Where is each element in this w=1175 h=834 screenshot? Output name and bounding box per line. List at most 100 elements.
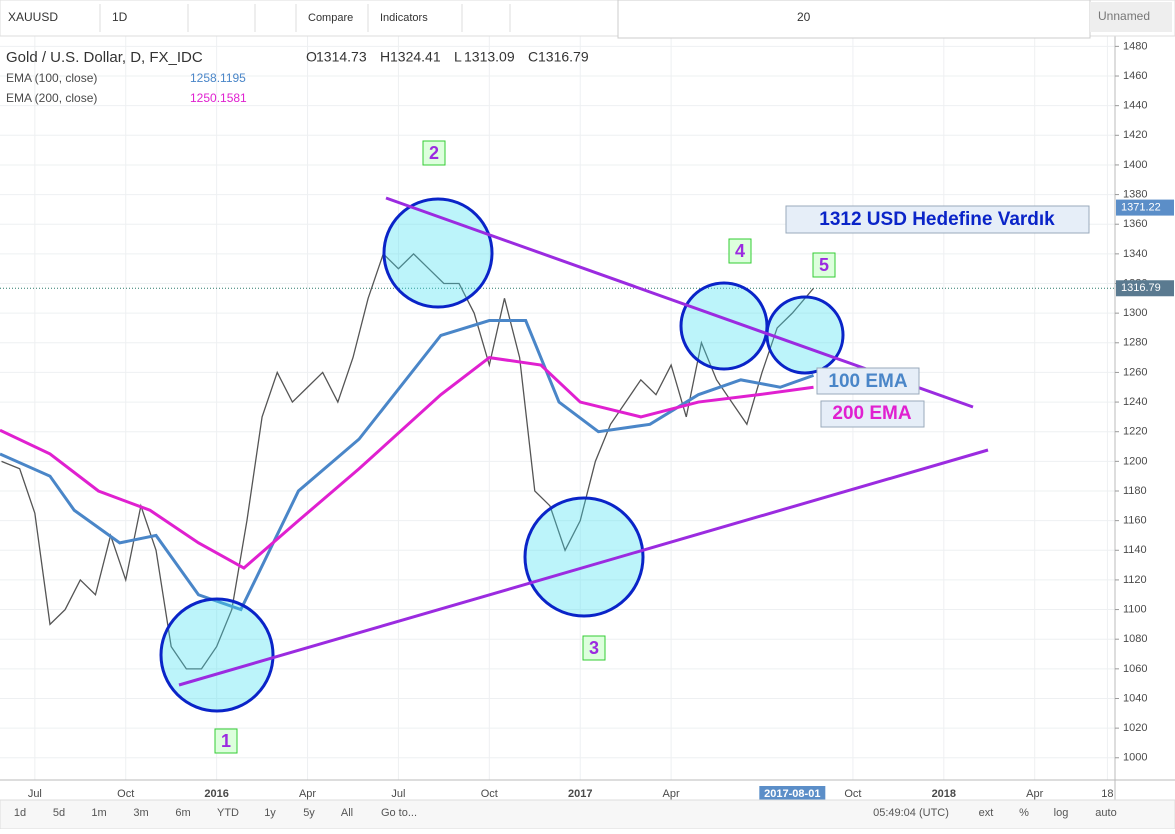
y-tick-label: 1100 xyxy=(1123,603,1147,615)
range-button[interactable]: 1d xyxy=(14,807,26,819)
y-tick-label: 1060 xyxy=(1123,663,1147,675)
ohlc-value: 1314.73 xyxy=(316,49,367,65)
wave-label: 2 xyxy=(429,143,439,163)
price-tag xyxy=(1116,280,1174,297)
y-tick-label: 1460 xyxy=(1123,70,1147,82)
range-button[interactable]: All xyxy=(341,807,353,819)
y-tick-label: 1000 xyxy=(1123,752,1147,764)
series-line xyxy=(0,319,815,612)
y-tick-label: 1260 xyxy=(1123,366,1147,378)
range-button[interactable]: Go to... xyxy=(381,807,417,819)
ohlc-key: O xyxy=(306,49,317,65)
range-button[interactable]: 5d xyxy=(53,807,65,819)
option-button[interactable]: auto xyxy=(1095,807,1116,819)
circle-5 xyxy=(765,295,845,375)
x-tick-label: Jul xyxy=(391,788,405,800)
y-tick-label: 1240 xyxy=(1123,396,1147,408)
x-tick-label: 2016 xyxy=(204,788,228,800)
price-tag-label: 1316.79 xyxy=(1121,282,1161,294)
compare-button[interactable]: Compare xyxy=(308,12,353,24)
ohlc-value: 1316.79 xyxy=(538,49,589,65)
headline-box xyxy=(785,205,1090,234)
study-value: 1250.1581 xyxy=(190,91,247,105)
symbol-input[interactable]: XAUUSD xyxy=(8,10,58,24)
range-button[interactable]: 3m xyxy=(133,807,148,819)
label-box xyxy=(214,728,238,754)
option-button[interactable]: % xyxy=(1019,807,1029,819)
ohlc-value: 1313.09 xyxy=(464,49,515,65)
circle-4 xyxy=(679,281,769,371)
y-tick-label: 1160 xyxy=(1123,515,1147,527)
ema-label: 100 EMA xyxy=(828,371,907,392)
y-tick-label: 1480 xyxy=(1123,40,1147,52)
x-tick-label: 18 xyxy=(1101,788,1113,800)
x-tick-label: Oct xyxy=(481,788,498,800)
label-box xyxy=(582,635,606,661)
x-tick-label: Apr xyxy=(299,788,316,800)
interval[interactable]: 1D xyxy=(112,10,128,24)
range-button[interactable]: 6m xyxy=(175,807,190,819)
wave-label: 1 xyxy=(221,731,231,751)
y-tick-label: 1300 xyxy=(1123,307,1147,319)
label-box xyxy=(728,238,752,264)
range-button[interactable]: YTD xyxy=(217,807,239,819)
range-button[interactable]: 1y xyxy=(264,807,276,819)
x-tick-label: Oct xyxy=(844,788,861,800)
x-tick-label: 2017 xyxy=(568,788,592,800)
study-name: EMA (200, close) xyxy=(6,91,97,105)
price-tag-label: 1371.22 xyxy=(1121,202,1161,214)
indicators-button[interactable]: Indicators xyxy=(380,12,428,24)
label-box xyxy=(812,252,836,278)
y-tick-label: 1080 xyxy=(1123,633,1147,645)
y-tick-label: 1140 xyxy=(1123,544,1147,556)
x-tick-label: Apr xyxy=(1026,788,1043,800)
ohlc: O 1314.73 H 1324.41 L 1313.09 C 1316.79 xyxy=(306,49,589,65)
bottom-bar xyxy=(0,799,1175,830)
y-tick-label: 1360 xyxy=(1123,218,1147,230)
wave-label: 3 xyxy=(589,638,599,658)
y-tick-label: 1420 xyxy=(1123,129,1147,141)
layout-button[interactable] xyxy=(1090,2,1172,32)
wave-labels: 1 2 3 4 5 xyxy=(214,140,836,754)
x-tick-label: Apr xyxy=(663,788,680,800)
x-tick-label: Oct xyxy=(117,788,134,800)
date-tag-label: 2017-08-01 xyxy=(764,788,820,800)
trend-line xyxy=(178,448,989,687)
y-tick-label: 1180 xyxy=(1123,485,1147,497)
range-button[interactable]: 1m xyxy=(91,807,106,819)
y-tick-label: 1040 xyxy=(1123,692,1147,704)
range-button[interactable]: 5y xyxy=(303,807,315,819)
clock: 05:49:04 (UTC) xyxy=(873,807,949,819)
date-tag xyxy=(759,786,826,802)
x-tick-label: Jul xyxy=(28,788,42,800)
symbol-title: Gold / U.S. Dollar, D, FX_IDC xyxy=(6,49,203,66)
x-tick-label: 2018 xyxy=(932,788,956,800)
ohlc-value: 1324.41 xyxy=(390,49,441,65)
layout-name[interactable]: Unnamed xyxy=(1098,9,1150,23)
circle-1 xyxy=(159,597,275,713)
ohlc-key: L xyxy=(454,49,462,65)
option-button[interactable]: log xyxy=(1054,807,1069,819)
y-tick-label: 1380 xyxy=(1123,188,1147,200)
ohlc-key: C xyxy=(528,49,538,65)
ema-label: 200 EMA xyxy=(832,403,911,424)
study-name: EMA (100, close) xyxy=(6,71,97,85)
y-tick-label: 1440 xyxy=(1123,100,1147,112)
option-button[interactable]: ext xyxy=(979,807,994,819)
price-tag xyxy=(1116,199,1174,216)
y-tick-label: 1200 xyxy=(1123,455,1147,467)
label-box xyxy=(422,140,446,166)
circle-3 xyxy=(523,496,645,618)
font-size[interactable]: 20 xyxy=(797,10,811,24)
series-line xyxy=(0,356,814,570)
series-line xyxy=(1,252,815,670)
y-tick-label: 1340 xyxy=(1123,248,1147,260)
series-layer xyxy=(0,252,1115,670)
study-value: 1258.1195 xyxy=(190,71,246,85)
y-tick-label: 1120 xyxy=(1123,574,1147,586)
y-tick-label: 1280 xyxy=(1123,337,1147,349)
headline: 1312 USD Hedefine Vardık xyxy=(819,209,1055,230)
bottom-controls: 1d 5d 1m 3m 6m YTD 1y 5y All Go to... 05:49:04 (UT… xyxy=(14,807,1117,819)
